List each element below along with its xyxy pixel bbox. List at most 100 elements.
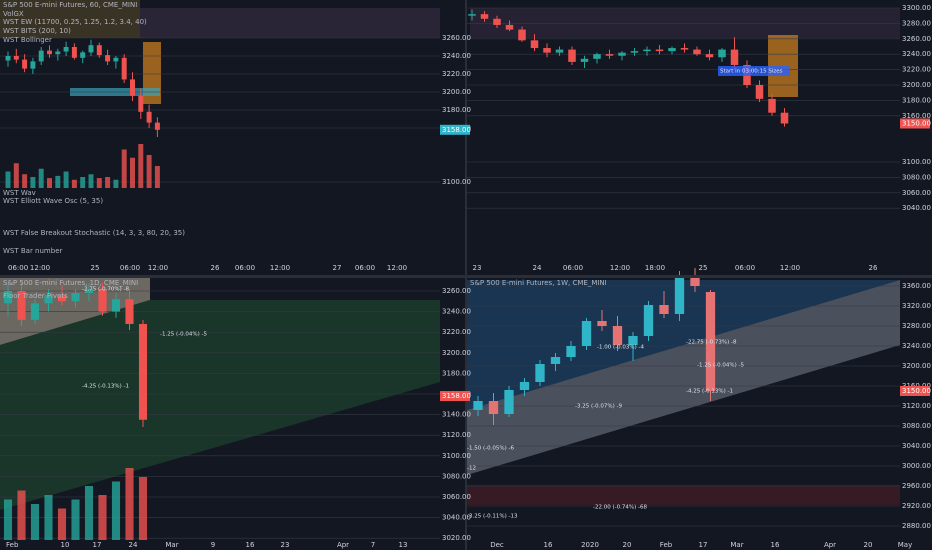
candle-body [47,50,52,55]
price-tick-label: 3220.00 [442,70,471,78]
candle-body [659,305,669,314]
axes: 3260.00 3240.00 3220.00 3200.00 3180.00 3160.… [6,4,931,549]
time-label: 26 [211,264,220,272]
candle-body [480,14,489,19]
last-price-badge [900,118,930,129]
price-tick-label: 3200.00 [902,362,931,370]
candle-body [138,95,144,112]
time-label: 06:00 [563,264,583,272]
volume-bar [111,481,121,540]
candle-body [550,357,561,364]
volume-bar [63,171,69,188]
time-label: Apr [337,541,349,549]
price-tick-label: 3260.00 [442,34,471,42]
price-tick-label: 3060.00 [902,189,931,197]
pane-title: S&P 500 E-mini Futures, 1W, CME_MINI [470,279,607,287]
candle-body [488,401,499,414]
price-tick-label: 3100.00 [902,158,931,166]
candle-body [568,49,576,62]
candle-body [643,49,651,52]
price-tick-label: 3040.00 [902,204,931,212]
volume-bar [80,177,86,188]
time-label: 2020 [581,541,599,549]
time-label: 17 [93,541,102,549]
candle-body [705,54,714,58]
volume-bar [138,477,148,540]
time-label: 12:00 [270,264,290,272]
candle-body [605,54,614,56]
candle-body [693,49,701,55]
shade [470,8,900,38]
time-label: 18:00 [645,264,665,272]
price-tick-label: 3080.00 [902,173,931,181]
candle-body [566,346,576,357]
time-label: 12:00 [387,264,407,272]
price-axis [440,0,467,275]
time-label: 16 [246,541,255,549]
annotation: -1.25 (-0.04%) -5 [160,332,207,338]
last-price-label: 3158.00 [442,126,471,134]
time-label: 24 [533,264,542,272]
price-tick-label: 3280.00 [902,322,931,330]
candle-body [111,299,121,312]
price-axis [440,278,467,550]
candle-body [518,29,526,41]
time-label: 7 [371,541,375,549]
volume-bar [88,174,94,188]
time-label: Dec [490,541,504,549]
candle-body [63,47,69,52]
candle-body [730,49,739,65]
candle-body [96,45,102,56]
candle-body [30,61,36,69]
price-tick-label: 3200.00 [442,88,471,96]
candle-body [154,122,160,130]
last-price-label: 3150.00 [902,120,931,128]
volume-bar [57,508,67,540]
annotation: -1.00 (-0.03%) -4 [597,345,644,351]
time-label: Mar [165,541,178,549]
volume-bar [71,499,80,540]
volume-bar [44,495,53,540]
volume-bar [22,174,28,188]
shade [140,8,440,38]
price-tick-label: 3080.00 [442,472,471,480]
annotation: -1.50 (-0.05%) -6 [467,446,514,452]
price-tick-label: 3180.00 [442,106,471,114]
price-axis [900,278,932,550]
indicator-label: WST Elliott Wave Osc (5, 35) [3,197,103,205]
candle-body [130,79,135,96]
annotation: -4.25 (-0.13%) -1 [82,384,129,390]
price-tick-label: 3240.00 [902,50,931,58]
annotation: -2.75 (-0.70%) -8 [82,287,129,293]
indicator-label: WST Bar number [3,247,63,255]
candle-body [680,48,689,50]
time-label: 10 [61,541,70,549]
time-label: 26 [869,264,878,272]
candle-body [612,326,623,345]
price-tick-label: 2880.00 [902,522,931,530]
zone [467,485,900,505]
time-label: 20 [623,541,632,549]
annotation: -4.25 (-0.13%) -1 [686,389,733,395]
time-label: 12:00 [148,264,168,272]
indicator-label: WST False Breakout Stochastic (14, 3, 3,… [3,229,185,237]
candle-body [22,59,28,69]
indicator-label: VolGX [3,10,24,18]
price-tick-label: 3240.00 [442,52,471,60]
volume-bar [71,179,77,188]
time-label: 06:00 [120,264,140,272]
candle-body [138,323,148,420]
candle-body [468,14,476,16]
time-label: 12:00 [610,264,630,272]
candle-body [113,57,119,62]
price-tick-label: 3160.00 [902,112,931,120]
time-label: 25 [699,264,708,272]
volume-bar [55,175,61,188]
volume-bar [130,157,135,188]
price-tick-label: 3320.00 [902,302,931,310]
candle-body [121,57,127,80]
labels: S&P 500 E-mini Futures, 60, CME_MINIVolG… [3,1,790,520]
candle-body [597,321,607,326]
volume-bar [98,495,107,540]
candle-body [84,288,94,294]
